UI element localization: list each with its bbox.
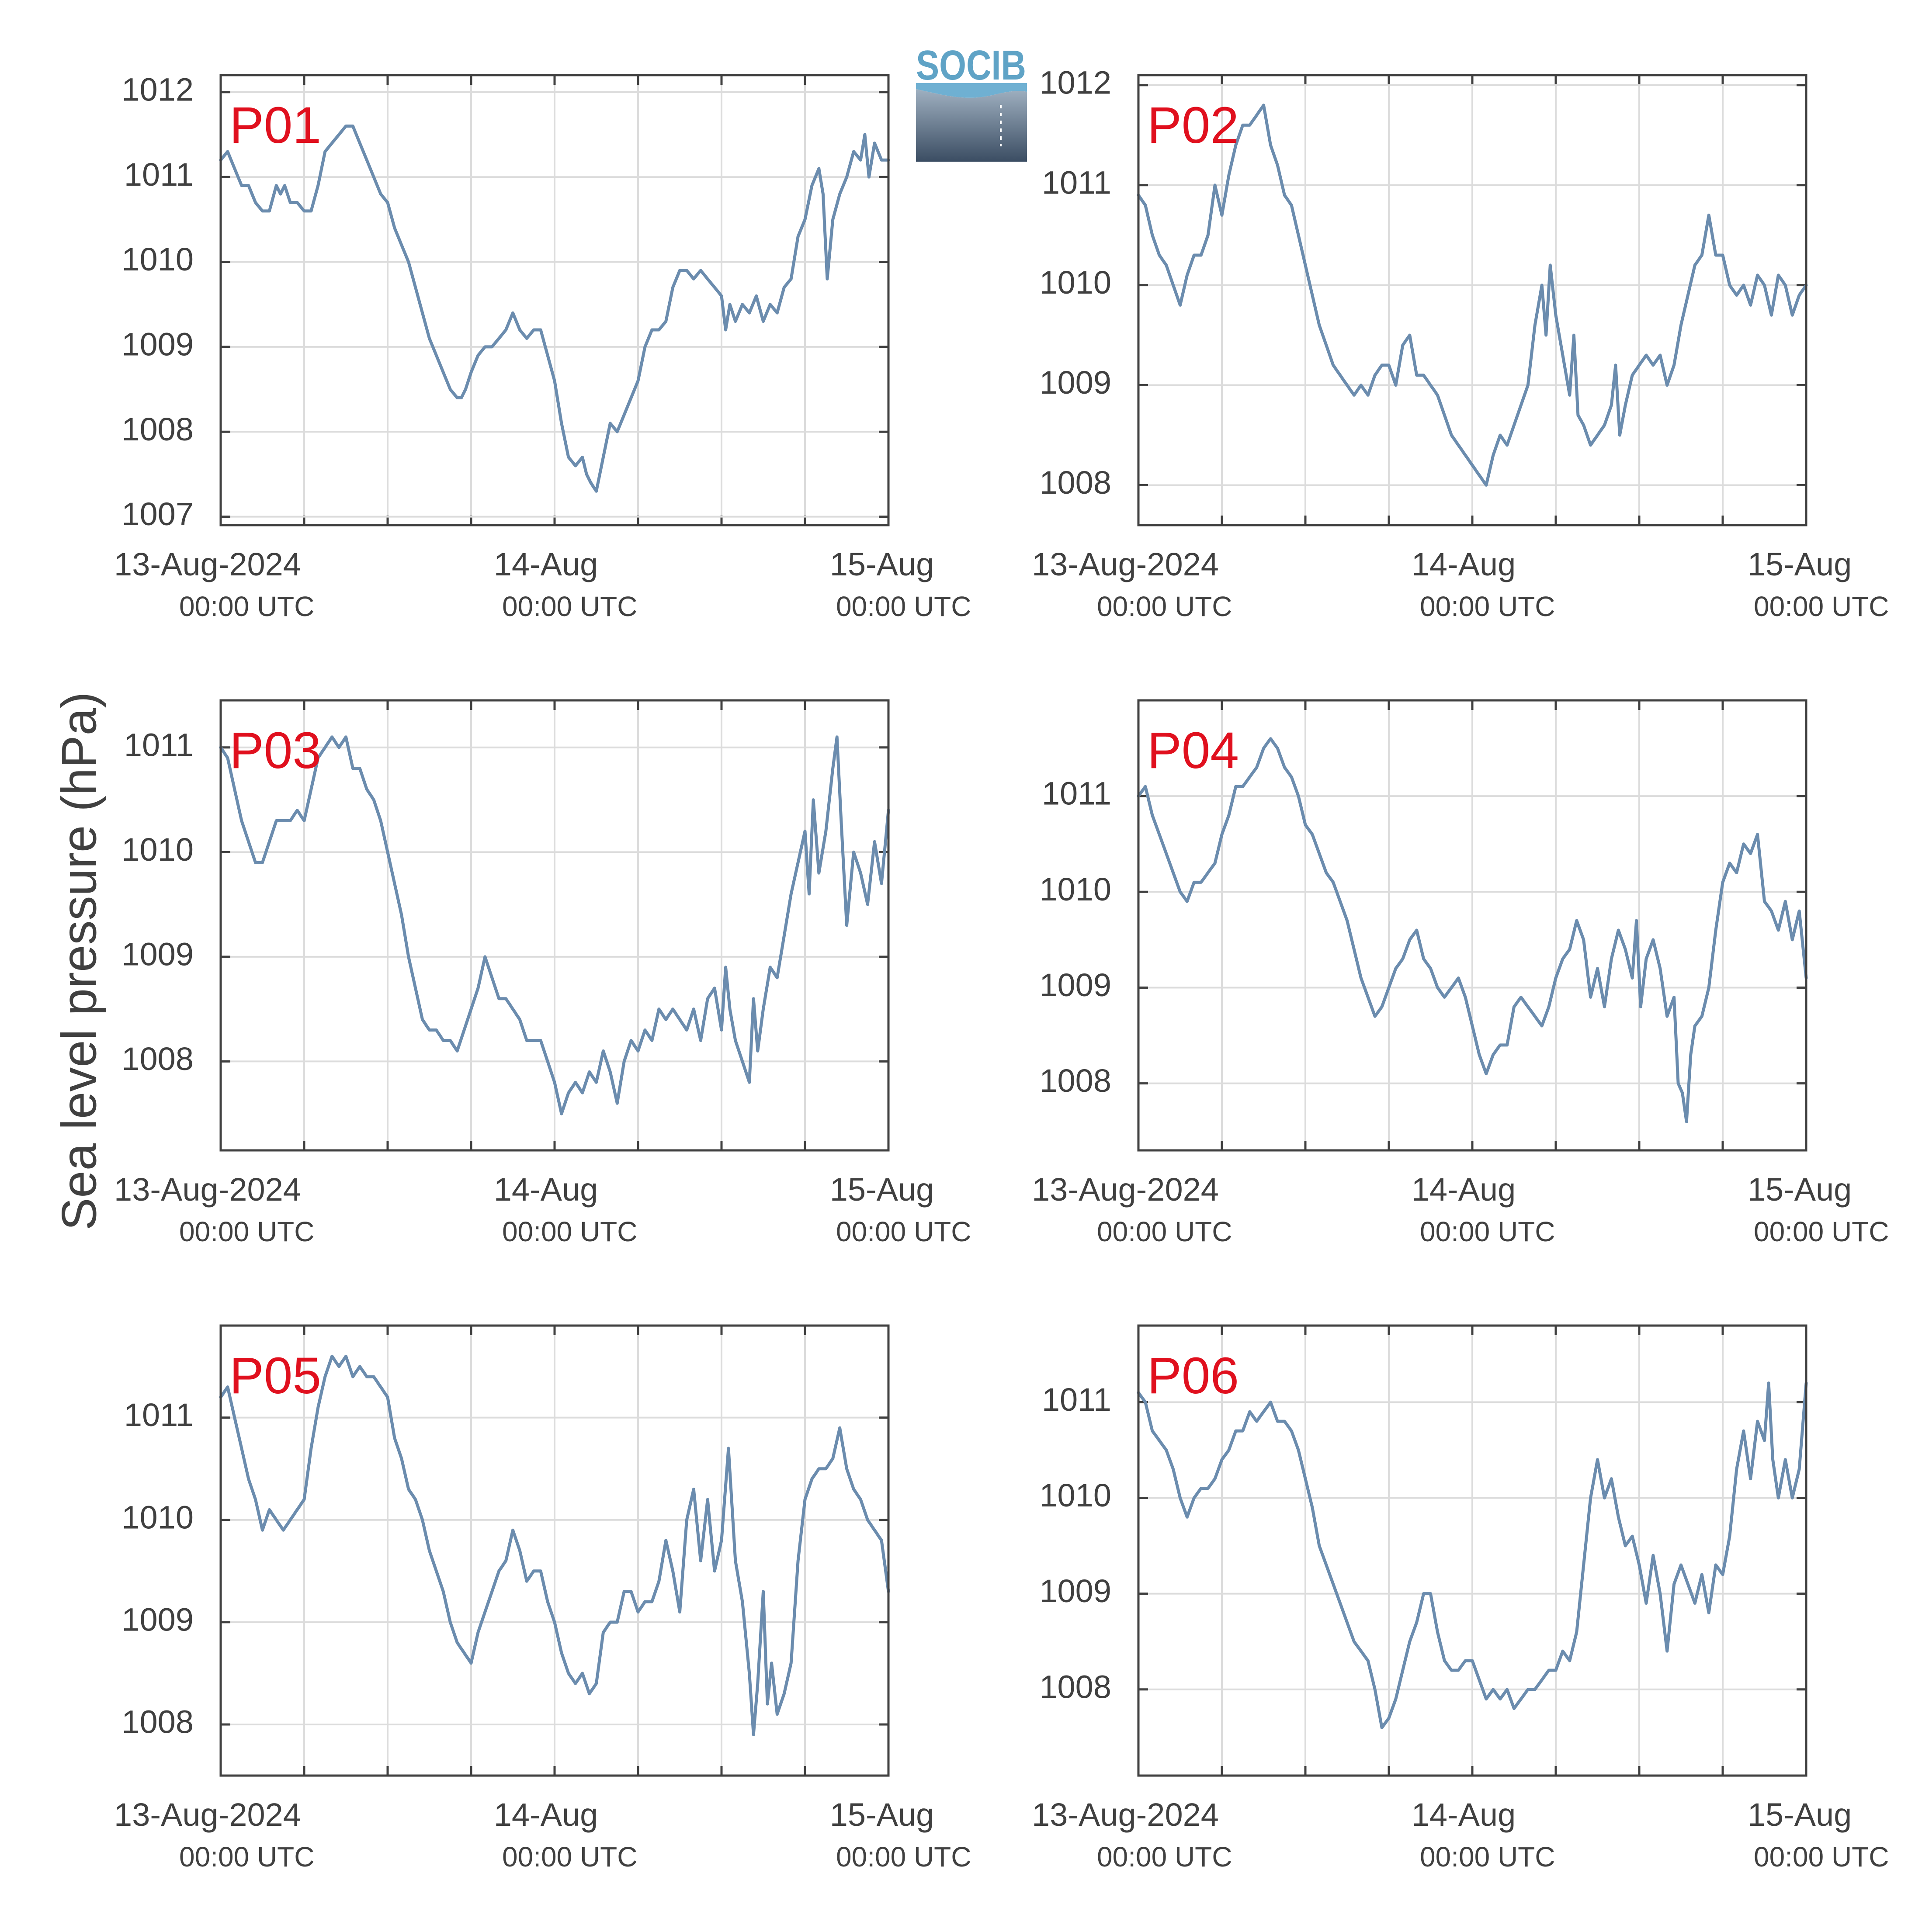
y-tick-label: 1010 xyxy=(1039,871,1111,907)
panel-title: P05 xyxy=(229,1347,321,1405)
x-tick-sublabel: 00:00 UTC xyxy=(1754,591,1889,622)
y-tick-label: 1010 xyxy=(1039,1477,1111,1513)
y-tick-label: 1008 xyxy=(1039,1063,1111,1099)
x-tick-label: 13-Aug-2024 xyxy=(1032,1171,1219,1208)
x-tick-label: 14-Aug xyxy=(494,1797,598,1833)
y-tick-label: 1009 xyxy=(121,326,194,362)
x-tick-label: 13-Aug-2024 xyxy=(1032,546,1219,582)
x-tick-label: 15-Aug xyxy=(1748,1797,1852,1833)
y-tick-label: 1009 xyxy=(121,936,194,972)
y-tick-label: 1010 xyxy=(121,1499,194,1535)
y-tick-label: 1011 xyxy=(1042,776,1111,812)
x-tick-label: 14-Aug xyxy=(1412,1797,1516,1833)
x-tick-label: 13-Aug-2024 xyxy=(114,1171,301,1208)
x-tick-label: 15-Aug xyxy=(830,1797,934,1833)
y-axis-label: Sea level pressure (hPa) xyxy=(52,692,107,1231)
logo-text: SOCIB xyxy=(916,42,1026,89)
y-tick-label: 1011 xyxy=(124,1397,194,1433)
axes-frame xyxy=(219,699,890,1152)
x-tick-sublabel: 00:00 UTC xyxy=(179,1841,314,1873)
x-tick-label: 13-Aug-2024 xyxy=(114,546,301,582)
y-tick-label: 1010 xyxy=(121,831,194,868)
pressure-series-line xyxy=(1137,737,1808,1123)
axes-frame xyxy=(1137,74,1807,526)
x-tick-label: 14-Aug xyxy=(494,1171,598,1208)
logo-block xyxy=(916,89,1027,162)
panel-p05: 1008 1009 1010 1011 P05 13-Aug-2024 00:00 UTC 1… xyxy=(114,1324,971,1873)
panel-title: P01 xyxy=(229,97,321,154)
panel-p03: 1008 1009 1010 1011 P03 13-Aug-2024 00:00 UTC 1… xyxy=(114,699,971,1247)
y-tick-label: 1011 xyxy=(124,156,194,193)
x-tick-label: 14-Aug xyxy=(1412,546,1516,582)
y-tick-label: 1009 xyxy=(1039,364,1111,401)
panel-p06: 1008 1009 1010 1011 P06 13-Aug-2024 00:00 UTC 1… xyxy=(1032,1324,1889,1873)
panel-p02: 1008 1009 1010 1011 1012 P02 13-Aug-2024 00:00 … xyxy=(1032,64,1889,622)
y-tick-label: 1009 xyxy=(121,1601,194,1638)
x-tick-sublabel: 00:00 UTC xyxy=(1754,1216,1889,1247)
y-tick-label: 1008 xyxy=(121,411,194,447)
x-tick-sublabel: 00:00 UTC xyxy=(502,1216,637,1247)
axes-frame xyxy=(1137,1324,1807,1777)
y-tick-label: 1012 xyxy=(1039,64,1111,100)
panel-title: P02 xyxy=(1147,97,1239,154)
x-tick-sublabel: 00:00 UTC xyxy=(1420,591,1555,622)
y-tick-label: 1008 xyxy=(121,1041,194,1077)
y-tick-label: 1009 xyxy=(1039,1573,1111,1609)
pressure-series-line xyxy=(1137,1381,1808,1729)
x-tick-sublabel: 00:00 UTC xyxy=(1420,1216,1555,1247)
panel-title: P04 xyxy=(1147,722,1239,779)
x-tick-sublabel: 00:00 UTC xyxy=(836,591,971,622)
panels: 1007 1008 1009 1010 1011 1012 P01 13-Aug-2024 00… xyxy=(114,64,1889,1873)
x-tick-sublabel: 00:00 UTC xyxy=(1420,1841,1555,1873)
y-tick-label: 1008 xyxy=(1039,1669,1111,1705)
pressure-series-line xyxy=(219,125,890,493)
x-tick-sublabel: 00:00 UTC xyxy=(502,1841,637,1873)
x-tick-sublabel: 00:00 UTC xyxy=(1097,591,1232,622)
x-tick-label: 15-Aug xyxy=(1748,546,1852,582)
y-tick-label: 1009 xyxy=(1039,967,1111,1003)
x-tick-label: 13-Aug-2024 xyxy=(114,1797,301,1833)
x-tick-sublabel: 00:00 UTC xyxy=(1097,1216,1232,1247)
y-tick-label: 1010 xyxy=(1039,264,1111,301)
panel-title: P03 xyxy=(229,722,321,779)
panel-p01: 1007 1008 1009 1010 1011 1012 P01 13-Aug-2024 00… xyxy=(114,71,971,622)
pressure-series-line xyxy=(219,1354,890,1736)
x-tick-sublabel: 00:00 UTC xyxy=(502,591,637,622)
y-tick-label: 1008 xyxy=(1039,464,1111,501)
x-tick-sublabel: 00:00 UTC xyxy=(1754,1841,1889,1873)
x-tick-sublabel: 00:00 UTC xyxy=(179,591,314,622)
x-tick-label: 15-Aug xyxy=(1748,1171,1852,1208)
x-tick-sublabel: 00:00 UTC xyxy=(179,1216,314,1247)
x-tick-sublabel: 00:00 UTC xyxy=(836,1216,971,1247)
axes-frame xyxy=(1137,699,1807,1152)
axes-frame xyxy=(219,74,890,526)
y-tick-label: 1012 xyxy=(121,71,194,107)
x-tick-label: 13-Aug-2024 xyxy=(1032,1797,1219,1833)
axes-frame xyxy=(219,1324,890,1777)
x-tick-label: 14-Aug xyxy=(494,546,598,582)
x-tick-label: 15-Aug xyxy=(830,1171,934,1208)
panel-p04: 1008 1009 1010 1011 P04 13-Aug-2024 00:00 UTC 1… xyxy=(1032,699,1889,1247)
socib-logo: SOCIB xyxy=(916,42,1027,162)
y-tick-label: 1011 xyxy=(124,727,194,763)
logo-wave xyxy=(916,83,1027,98)
y-tick-label: 1010 xyxy=(121,241,194,277)
x-tick-sublabel: 00:00 UTC xyxy=(1097,1841,1232,1873)
x-tick-label: 15-Aug xyxy=(830,546,934,582)
panel-title: P06 xyxy=(1147,1347,1239,1405)
pressure-series-line xyxy=(1137,104,1808,487)
y-tick-label: 1011 xyxy=(1042,164,1111,201)
pressure-series-line xyxy=(219,735,890,1115)
x-tick-label: 14-Aug xyxy=(1412,1171,1516,1208)
x-tick-sublabel: 00:00 UTC xyxy=(836,1841,971,1873)
y-tick-label: 1011 xyxy=(1042,1381,1111,1418)
y-tick-label: 1008 xyxy=(121,1704,194,1740)
y-tick-label: 1007 xyxy=(121,496,194,532)
